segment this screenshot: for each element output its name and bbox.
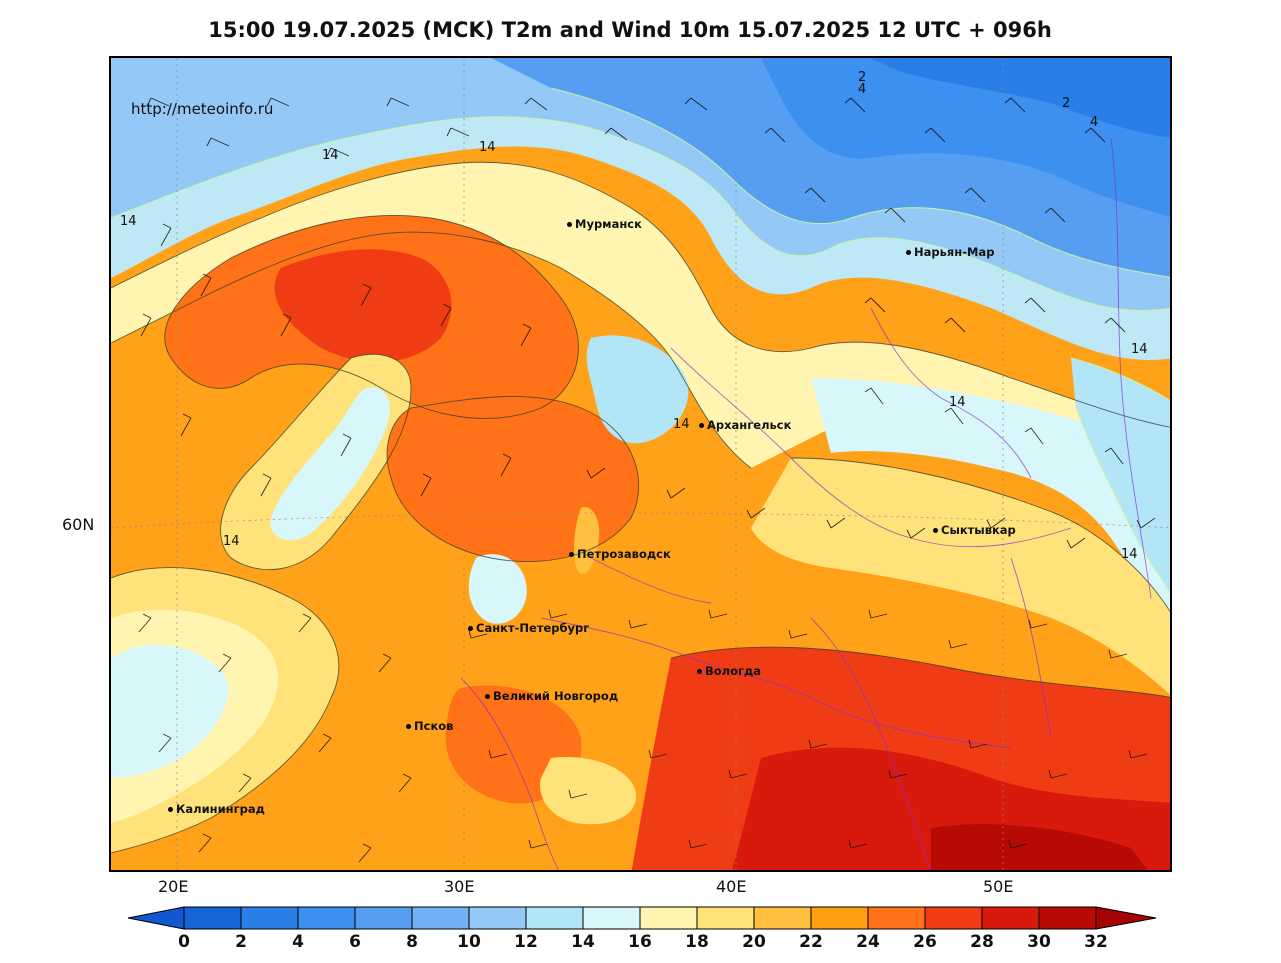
- isoline-label: 14: [1121, 547, 1138, 562]
- colorbar-tick-label: 6: [349, 932, 361, 952]
- colorbar-tick-label: 2: [235, 932, 247, 952]
- colorbar-tick-label: 32: [1084, 932, 1108, 952]
- longitude-label: 40E: [716, 877, 747, 896]
- colorbar-tick-label: 24: [856, 932, 880, 952]
- city-label: Великий Новгород: [493, 689, 619, 703]
- city-petrozavodsk: Петрозаводск: [569, 547, 671, 561]
- colorbar-swatch: [867, 906, 926, 930]
- colorbar-tick-label: 12: [514, 932, 538, 952]
- city-marker: [567, 222, 572, 227]
- colorbar-tick-label: 26: [913, 932, 937, 952]
- temperature-field: [111, 58, 1170, 870]
- colorbar-tick-label: 10: [457, 932, 481, 952]
- city-marker: [697, 669, 702, 674]
- isoline-label: 14: [673, 417, 690, 432]
- colorbar-swatch: [582, 906, 641, 930]
- city-syktyvkar: Сыктывкар: [933, 523, 1016, 537]
- isoline-label: 14: [120, 214, 137, 229]
- colorbar-tick-label: 14: [571, 932, 595, 952]
- colorbar-swatch: [411, 906, 470, 930]
- city-label: Петрозаводск: [577, 547, 671, 561]
- chart-title: 15:00 19.07.2025 (MCK) T2m and Wind 10m …: [208, 18, 1052, 42]
- isoline-label: 14: [223, 534, 240, 549]
- colorbar-under-triangle: [128, 906, 185, 930]
- city-label: Вологда: [705, 664, 762, 678]
- latitude-label: 60N: [62, 515, 95, 534]
- city-murmansk: Мурманск: [567, 217, 642, 231]
- isoline-label: 2: [858, 70, 867, 85]
- isoline-label: 14: [322, 148, 339, 163]
- isoline-label: 2: [1062, 96, 1071, 111]
- city-arkhangelsk: Архангельск: [699, 418, 791, 432]
- city-marker: [168, 807, 173, 812]
- colorbar-tick-label: 16: [628, 932, 652, 952]
- colorbar-swatch: [525, 906, 584, 930]
- city-marker: [406, 724, 411, 729]
- city-marker: [906, 250, 911, 255]
- city-label: Санкт-Петербург: [476, 621, 590, 635]
- colorbar-swatch: [183, 906, 242, 930]
- colorbar-tick-label: 18: [685, 932, 709, 952]
- colorbar-swatch: [468, 906, 527, 930]
- colorbar-swatch: [753, 906, 812, 930]
- city-marker: [485, 694, 490, 699]
- colorbar-swatch: [696, 906, 755, 930]
- city-label: Нарьян-Мар: [914, 245, 995, 259]
- city-kaliningrad: Калининград: [168, 802, 265, 816]
- longitude-label: 30E: [444, 877, 475, 896]
- city-label: Калининград: [176, 802, 265, 816]
- colorbar-swatch: [924, 906, 983, 930]
- city-label: Мурманск: [575, 217, 642, 231]
- city-pskov: Псков: [406, 719, 453, 733]
- city-veliky-novgorod: Великий Новгород: [485, 689, 618, 703]
- isoline-label: 14: [949, 395, 966, 410]
- isoline-label: 4: [858, 82, 867, 97]
- colorbar-swatch: [639, 906, 698, 930]
- colorbar-swatch: [981, 906, 1040, 930]
- city-label: Архангельск: [707, 418, 792, 432]
- colorbar-tick-label: 8: [406, 932, 418, 952]
- city-marker: [699, 423, 704, 428]
- city-marker: [933, 528, 938, 533]
- colorbar: [128, 906, 1157, 930]
- city-marker: [468, 626, 473, 631]
- colorbar-over-triangle: [1095, 906, 1157, 930]
- forecast-map[interactable]: http://meteoinfo.ru Мурманск Нарьян-Мар …: [109, 56, 1172, 872]
- colorbar-swatch: [297, 906, 356, 930]
- source-url-label: http://meteoinfo.ru: [131, 100, 274, 118]
- isoline-label: 4: [1090, 115, 1099, 130]
- colorbar-swatch: [1038, 906, 1097, 930]
- colorbar-tick-label: 30: [1027, 932, 1051, 952]
- colorbar-tick-label: 20: [742, 932, 766, 952]
- city-label: Сыктывкар: [941, 523, 1016, 537]
- city-saint-petersburg: Санкт-Петербург: [468, 621, 589, 635]
- colorbar-tick-label: 0: [178, 932, 190, 952]
- city-vologda: Вологда: [697, 664, 761, 678]
- city-naryan-mar: Нарьян-Мар: [906, 245, 994, 259]
- longitude-label: 50E: [983, 877, 1014, 896]
- city-marker: [569, 552, 574, 557]
- colorbar-swatch: [240, 906, 299, 930]
- colorbar-tick-label: 22: [799, 932, 823, 952]
- city-label: Псков: [414, 719, 454, 733]
- colorbar-tick-label: 28: [970, 932, 994, 952]
- colorbar-swatch: [810, 906, 869, 930]
- isoline-label: 14: [1131, 342, 1148, 357]
- colorbar-tick-label: 4: [292, 932, 304, 952]
- longitude-label: 20E: [158, 877, 189, 896]
- isoline-label: 14: [479, 140, 496, 155]
- colorbar-swatch: [354, 906, 413, 930]
